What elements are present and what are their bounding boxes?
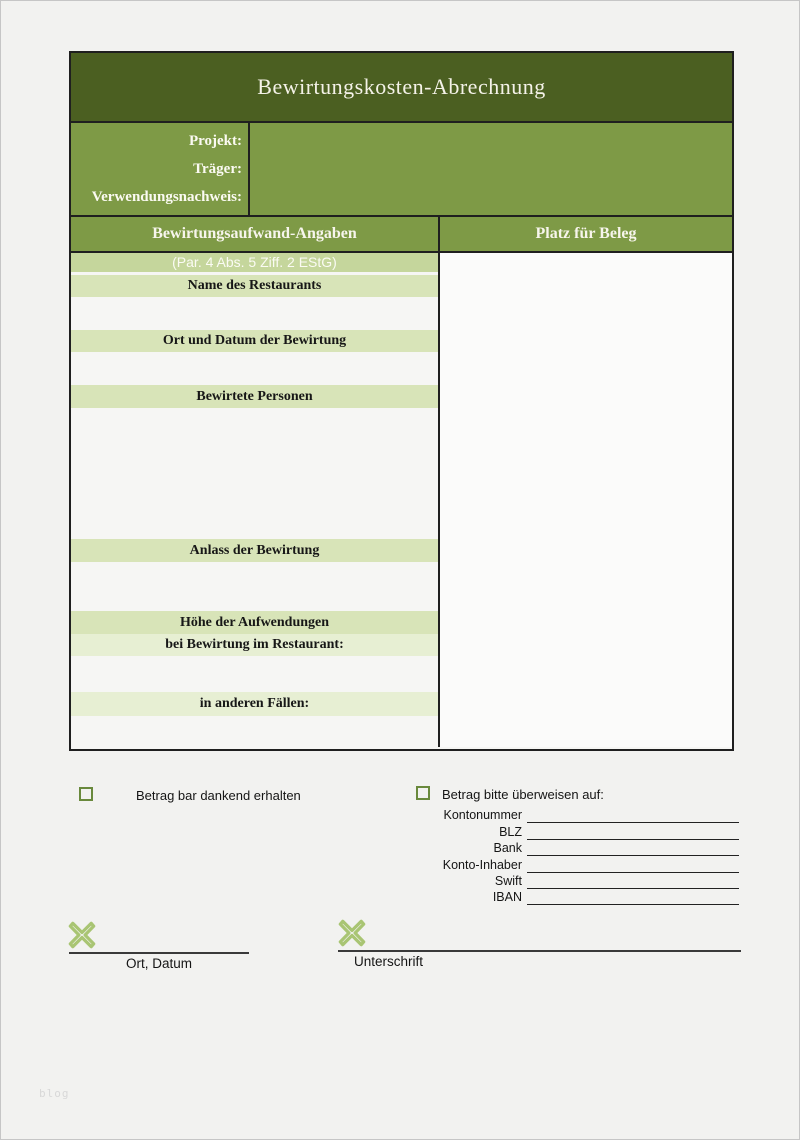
bank-field-row: Kontonummer: [401, 807, 739, 824]
transfer-checkbox[interactable]: [416, 786, 430, 800]
project-value-input-area[interactable]: [252, 123, 732, 215]
bewirtete-personen-input-area[interactable]: [71, 408, 438, 539]
iban-label: IBAN: [492, 890, 522, 905]
x-sign-here-icon: [338, 919, 366, 947]
bank-details-block: Kontonummer BLZ Bank Konto-Inhaber Swift…: [401, 807, 739, 906]
bewirtete-personen-label: Bewirtete Personen: [71, 385, 438, 408]
bank-label: Bank: [493, 841, 523, 856]
estg-paragraph-note: (Par. 4 Abs. 5 Ziff. 2 EStG): [71, 253, 438, 272]
iban-input-line[interactable]: [527, 890, 739, 906]
x-sign-here-icon: [68, 921, 96, 949]
ort-datum-label: Ort und Datum der Bewirtung: [71, 330, 438, 352]
swift-label: Swift: [494, 873, 522, 888]
project-label: Projekt:: [188, 133, 242, 149]
cash-option-label: Betrag bar dankend erhalten: [136, 788, 301, 803]
expense-details-column: (Par. 4 Abs. 5 Ziff. 2 EStG) Name des Re…: [71, 253, 440, 747]
right-column-header: Platz für Beleg: [440, 217, 732, 251]
restaurant-case-input-area[interactable]: [71, 656, 438, 692]
left-column-header: Bewirtungsaufwand-Angaben: [71, 217, 440, 251]
kontonummer-label: Kontonummer: [443, 808, 522, 823]
column-header-row: Bewirtungsaufwand-Angaben Platz für Bele…: [71, 217, 732, 253]
restaurant-name-label: Name des Restaurants: [71, 275, 438, 297]
signature-line[interactable]: [338, 950, 741, 952]
konto-inhaber-label: Konto-Inhaber: [442, 857, 522, 872]
swift-input-line[interactable]: [527, 874, 739, 889]
andere-faelle-label: in anderen Fällen:: [71, 692, 438, 716]
date-signature-line[interactable]: [69, 952, 249, 954]
bank-field-row: Swift: [401, 873, 739, 889]
hoehe-aufwendungen-label: Höhe der Aufwendungen: [71, 611, 438, 634]
project-section: Projekt: Träger: Verwendungsnachweis:: [71, 123, 732, 217]
cash-checkbox[interactable]: [79, 787, 93, 801]
watermark-text: blog: [39, 1087, 70, 1100]
transfer-option-label: Betrag bitte überweisen auf:: [442, 787, 604, 802]
form-title-bar: Bewirtungskosten-Abrechnung: [71, 53, 732, 123]
konto-inhaber-input-line[interactable]: [527, 858, 739, 873]
anlass-label: Anlass der Bewirtung: [71, 539, 438, 562]
kontonummer-input-line[interactable]: [527, 808, 739, 824]
beleg-attachment-area[interactable]: [440, 253, 732, 747]
traeger-label: Träger:: [193, 161, 242, 177]
verwendungsnachweis-label: Verwendungsnachweis:: [91, 189, 242, 205]
form-title: Bewirtungskosten-Abrechnung: [257, 74, 546, 99]
bank-input-line[interactable]: [527, 841, 739, 857]
bank-field-row: Bank: [401, 840, 739, 857]
expense-form-table: Bewirtungskosten-Abrechnung Projekt: Trä…: [69, 51, 734, 751]
blz-label: BLZ: [499, 824, 522, 839]
restaurant-name-input-area[interactable]: [71, 297, 438, 330]
bank-field-row: BLZ: [401, 823, 739, 840]
ort-datum-input-area[interactable]: [71, 352, 438, 385]
ort-datum-signature-label: Ort, Datum: [125, 956, 192, 971]
project-label-column: Projekt: Träger: Verwendungsnachweis:: [71, 123, 250, 215]
blz-input-line[interactable]: [527, 825, 739, 840]
bank-field-row: Konto-Inhaber: [401, 856, 739, 873]
table-body: (Par. 4 Abs. 5 Ziff. 2 EStG) Name des Re…: [71, 253, 732, 747]
unterschrift-label: Unterschrift: [354, 954, 424, 969]
anlass-input-area[interactable]: [71, 562, 438, 611]
restaurant-case-label: bei Bewirtung im Restaurant:: [71, 634, 438, 656]
bank-field-row: IBAN: [401, 889, 739, 906]
